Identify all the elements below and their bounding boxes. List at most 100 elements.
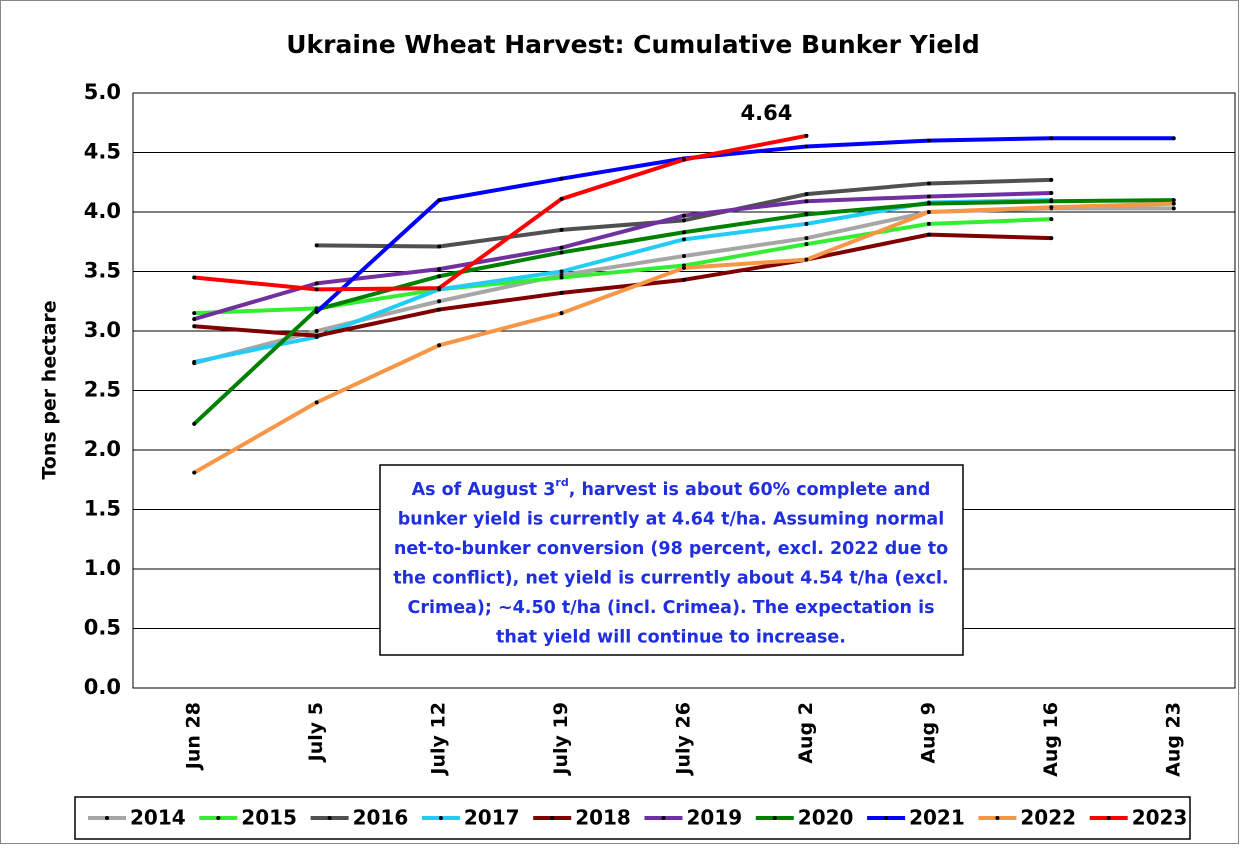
note-text: Crimea); ~4.50 t/ha (incl. Crimea). The … xyxy=(407,598,934,618)
x-tick-label: July 12 xyxy=(428,702,450,777)
data-point xyxy=(192,359,197,364)
data-point xyxy=(559,311,564,316)
y-axis-label: Tons per hectare xyxy=(39,300,61,479)
data-point xyxy=(437,343,442,348)
x-tick-label: Aug 9 xyxy=(917,702,939,764)
note-box xyxy=(379,464,964,656)
data-point xyxy=(437,286,442,291)
data-point xyxy=(1049,190,1054,195)
data-point xyxy=(314,287,319,292)
data-point xyxy=(1171,206,1176,211)
y-tick-label: 2.0 xyxy=(84,437,121,461)
data-point xyxy=(682,230,686,235)
y-tick-label: 1.0 xyxy=(84,556,121,580)
data-point xyxy=(192,311,197,316)
legend-label: 2023 xyxy=(1132,806,1188,830)
note-text: As of August 3rd, harvest is about 60% c… xyxy=(412,476,931,500)
data-point xyxy=(314,333,319,338)
data-label: 4.64 xyxy=(741,101,793,125)
data-point xyxy=(559,290,564,295)
legend-label: 2019 xyxy=(687,806,743,830)
data-point xyxy=(926,138,931,143)
y-tick-label: 4.0 xyxy=(84,199,121,223)
legend-dot xyxy=(1106,816,1111,820)
note-text-part: , harvest is about 60% complete and xyxy=(569,480,931,500)
data-point xyxy=(804,236,809,241)
data-point xyxy=(314,329,319,333)
legend-label: 2014 xyxy=(130,806,186,830)
data-point xyxy=(1049,236,1054,241)
x-tick-label: Aug 2 xyxy=(795,702,817,764)
x-tick-label: Aug 16 xyxy=(1040,702,1062,777)
data-point xyxy=(926,221,931,226)
data-point xyxy=(192,421,197,426)
data-point xyxy=(804,133,809,138)
data-point xyxy=(804,212,809,217)
legend-label: 2022 xyxy=(1020,806,1076,830)
data-point xyxy=(559,196,564,201)
data-point xyxy=(682,237,686,242)
data-point xyxy=(804,221,809,226)
data-point xyxy=(804,257,809,262)
legend-label: 2016 xyxy=(353,806,409,830)
note-text: that yield will continue to increase. xyxy=(496,628,846,648)
legend-dot xyxy=(105,816,109,820)
x-tick-label: July 5 xyxy=(305,702,327,763)
data-point xyxy=(926,232,931,237)
y-tick-label: 3.0 xyxy=(84,318,121,342)
data-point xyxy=(437,307,442,312)
note-text: net-to-bunker conversion (98 percent, ex… xyxy=(394,539,948,559)
data-point xyxy=(437,274,442,279)
legend-label: 2020 xyxy=(798,806,854,830)
y-tick-label: 4.5 xyxy=(84,140,121,164)
legend-label: 2017 xyxy=(464,806,520,830)
legend-dot xyxy=(884,816,889,820)
y-tick-label: 5.0 xyxy=(84,80,121,104)
data-point xyxy=(926,210,931,214)
data-point xyxy=(437,267,442,272)
data-point xyxy=(559,275,564,280)
data-point xyxy=(804,242,809,247)
data-point xyxy=(1049,217,1054,222)
data-point xyxy=(192,317,197,322)
data-point xyxy=(1171,198,1176,203)
data-point xyxy=(682,265,686,270)
data-point xyxy=(559,245,564,250)
series-line xyxy=(194,133,807,292)
legend-label: 2015 xyxy=(241,806,297,830)
data-point xyxy=(1049,136,1054,141)
data-point xyxy=(437,244,442,249)
legend-dot xyxy=(772,816,777,820)
data-point xyxy=(804,199,809,204)
data-point xyxy=(559,269,564,274)
data-point xyxy=(437,299,442,304)
legend-label: 2018 xyxy=(575,806,631,830)
data-point xyxy=(682,277,686,282)
data-point xyxy=(314,281,319,286)
series-line xyxy=(193,190,1052,322)
data-point xyxy=(192,470,197,475)
data-point xyxy=(1171,201,1176,206)
series-line xyxy=(194,232,1052,338)
note-text-part: As of August 3 xyxy=(412,480,556,500)
legend-dot xyxy=(216,816,221,820)
data-point xyxy=(437,198,442,203)
x-tick-label: Jun 28 xyxy=(183,702,205,771)
y-tick-label: 1.5 xyxy=(84,497,121,521)
x-tick-label: July 19 xyxy=(550,702,572,777)
chart-title: Ukraine Wheat Harvest: Cumulative Bunker… xyxy=(286,30,980,59)
data-point xyxy=(559,250,564,255)
legend-dot xyxy=(661,816,666,820)
y-tick-label: 0.0 xyxy=(84,675,121,699)
legend-label: 2021 xyxy=(909,806,965,830)
y-tick-label: 3.5 xyxy=(84,259,121,283)
data-point xyxy=(559,227,564,232)
data-point xyxy=(682,218,686,223)
data-point xyxy=(559,176,564,181)
legend-dot xyxy=(995,816,1000,820)
data-point xyxy=(1171,136,1176,141)
data-point xyxy=(926,194,931,199)
